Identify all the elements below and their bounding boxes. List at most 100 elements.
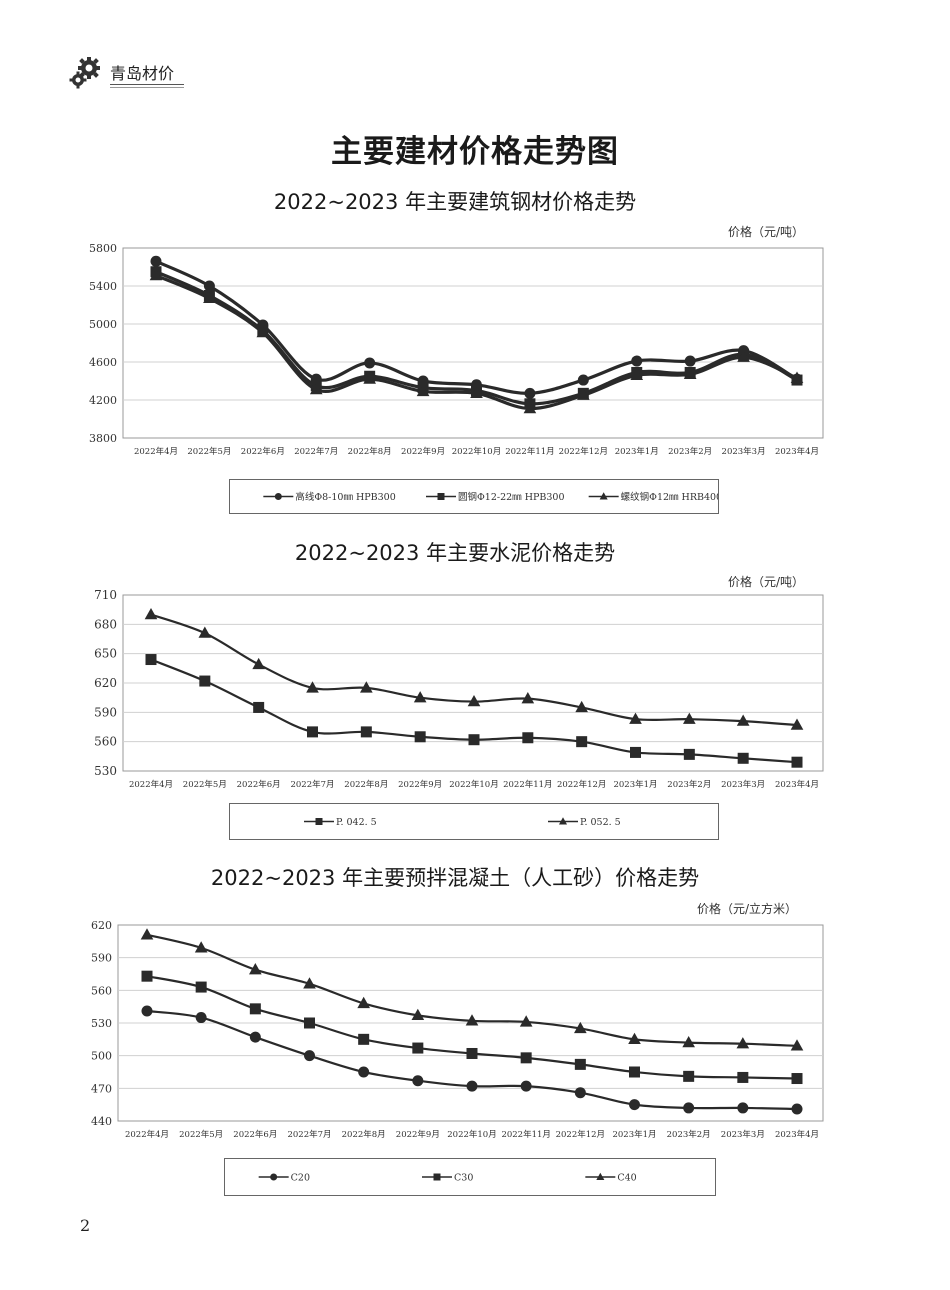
cement-data-point: [145, 654, 157, 666]
concrete-data-point: [520, 1052, 532, 1064]
concrete-data-point: [791, 1103, 803, 1115]
concrete-data-point: [304, 1017, 315, 1029]
concrete-data-point: [629, 1066, 640, 1078]
cement-x-tick-label: 2023年2月: [667, 779, 711, 790]
cement-data-point: [576, 736, 588, 748]
steel-legend-marker: [274, 493, 282, 500]
steel-data-point: [470, 386, 483, 399]
concrete-x-tick-label: 2023年4月: [775, 1129, 819, 1140]
concrete-y-tick-label: 500: [91, 1050, 112, 1063]
steel-plot-frame: [122, 247, 824, 439]
header: 青岛材价: [66, 54, 186, 90]
cement-data-point: [468, 734, 480, 746]
steel-legend-label: 螺纹钢Φ12㎜ HRB400E: [621, 491, 718, 503]
cement-data-point: [736, 714, 750, 726]
concrete-data-point: [736, 1037, 750, 1049]
steel-data-point: [683, 367, 697, 380]
steel-data-point: [684, 355, 696, 367]
cement-x-tick-label: 2022年7月: [290, 779, 334, 790]
concrete-legend-item: C40: [585, 1172, 637, 1184]
concrete-data-point: [574, 1058, 586, 1070]
concrete-x-tick-label: 2022年11月: [501, 1129, 550, 1140]
cement-data-point: [306, 681, 319, 693]
cement-data-point: [791, 756, 803, 768]
steel-y-tick-label: 4200: [89, 394, 117, 407]
concrete-series-1: [141, 1005, 803, 1115]
concrete-legend: C20 C30 C40: [224, 1158, 716, 1196]
cement-data-point: [521, 692, 535, 704]
concrete-data-point: [412, 1042, 424, 1054]
cement-data-point: [360, 681, 373, 693]
steel-legend-item: 圆钢Φ12-22㎜ HPB300: [426, 491, 565, 503]
header-title: 青岛材价: [110, 64, 175, 83]
page-number: 2: [80, 1216, 91, 1235]
gears-icon: [69, 57, 100, 89]
cement-data-point: [198, 626, 212, 638]
steel-data-point: [309, 382, 323, 395]
cement-y-tick-label: 650: [94, 647, 117, 661]
cement-x-tick-label: 2022年12月: [557, 779, 606, 790]
cement-series-2: [144, 607, 804, 730]
cement-data-point: [629, 712, 642, 724]
concrete-data-point: [249, 963, 262, 975]
steel-x-tick-label: 2022年4月: [134, 446, 178, 457]
steel-data-point: [203, 280, 215, 292]
concrete-data-point: [358, 1033, 370, 1045]
steel-x-tick-label: 2022年7月: [294, 446, 338, 457]
concrete-series-3: [140, 928, 804, 1051]
cement-y-tick-label: 710: [94, 588, 117, 602]
steel-data-point: [790, 371, 804, 383]
steel-x-tick-label: 2022年10月: [452, 446, 501, 457]
concrete-x-tick-label: 2022年12月: [556, 1129, 605, 1140]
concrete-data-point: [195, 981, 207, 993]
concrete-legend-marker: [596, 1172, 605, 1180]
steel-series-line: [155, 259, 798, 395]
concrete-x-tick-label: 2022年4月: [125, 1129, 169, 1140]
steel-x-tick-label: 2023年4月: [775, 446, 819, 457]
concrete-data-point: [358, 1066, 370, 1078]
concrete-data-point: [519, 1015, 533, 1027]
cement-legend-label: P. 042. 5: [336, 817, 377, 828]
concrete-legend-label: C40: [617, 1173, 636, 1184]
steel-y-tick-label: 4600: [89, 356, 117, 369]
concrete-data-point: [465, 1014, 479, 1026]
cement-x-tick-label: 2023年3月: [721, 779, 765, 790]
concrete-legend-entries: C20 C30 C40: [258, 1172, 637, 1184]
cement-legend-marker: [558, 817, 568, 825]
steel-data-point: [150, 255, 162, 267]
concrete-data-point: [683, 1102, 695, 1114]
concrete-data-point: [412, 1075, 424, 1087]
header-rule: [110, 84, 184, 85]
cement-data-point: [414, 731, 426, 743]
concrete-data-point: [141, 1005, 153, 1017]
concrete-data-point: [574, 1087, 586, 1099]
steel-x-tick-label: 2023年3月: [722, 446, 766, 457]
steel-y-tick-label: 5400: [89, 280, 117, 293]
cement-y-tick-label: 560: [94, 735, 117, 749]
cement-data-point: [307, 726, 318, 738]
concrete-data-point: [520, 1080, 532, 1092]
steel-legend-entries: 高线Φ8-10㎜ HPB300 圆钢Φ12-22㎜ HPB300 螺纹钢Φ12㎜ H…: [263, 491, 729, 503]
concrete-x-tick-label: 2022年8月: [342, 1129, 386, 1140]
cement-legend-label: P. 052. 5: [580, 817, 621, 828]
steel-x-tick-label: 2023年2月: [668, 446, 712, 457]
concrete-x-tick-label: 2022年10月: [447, 1129, 496, 1140]
concrete-data-point: [682, 1036, 695, 1048]
steel-data-point: [737, 350, 750, 362]
cement-data-point: [467, 694, 481, 707]
page-title: 主要建材价格走势图: [331, 134, 619, 170]
concrete-chart-title: 2022~2023 年主要预拌混凝土（人工砂）价格走势: [210, 866, 700, 890]
concrete-x-tick-label: 2022年9月: [396, 1129, 440, 1140]
steel-data-point: [149, 268, 163, 281]
concrete-legend-label: C30: [454, 1173, 473, 1184]
cement-x-tick-label: 2022年6月: [237, 779, 281, 790]
concrete-data-point: [791, 1073, 803, 1085]
concrete-y-tick-label: 530: [91, 1017, 112, 1030]
concrete-data-point: [304, 1050, 315, 1062]
concrete-data-point: [249, 1003, 261, 1015]
cement-series-line: [150, 613, 798, 727]
concrete-x-tick-label: 2022年7月: [287, 1129, 331, 1140]
steel-legend: 高线Φ8-10㎜ HPB300 圆钢Φ12-22㎜ HPB300 螺纹钢Φ12㎜ H…: [229, 479, 729, 514]
cement-data-point: [737, 752, 749, 764]
concrete-data-point: [194, 941, 208, 953]
